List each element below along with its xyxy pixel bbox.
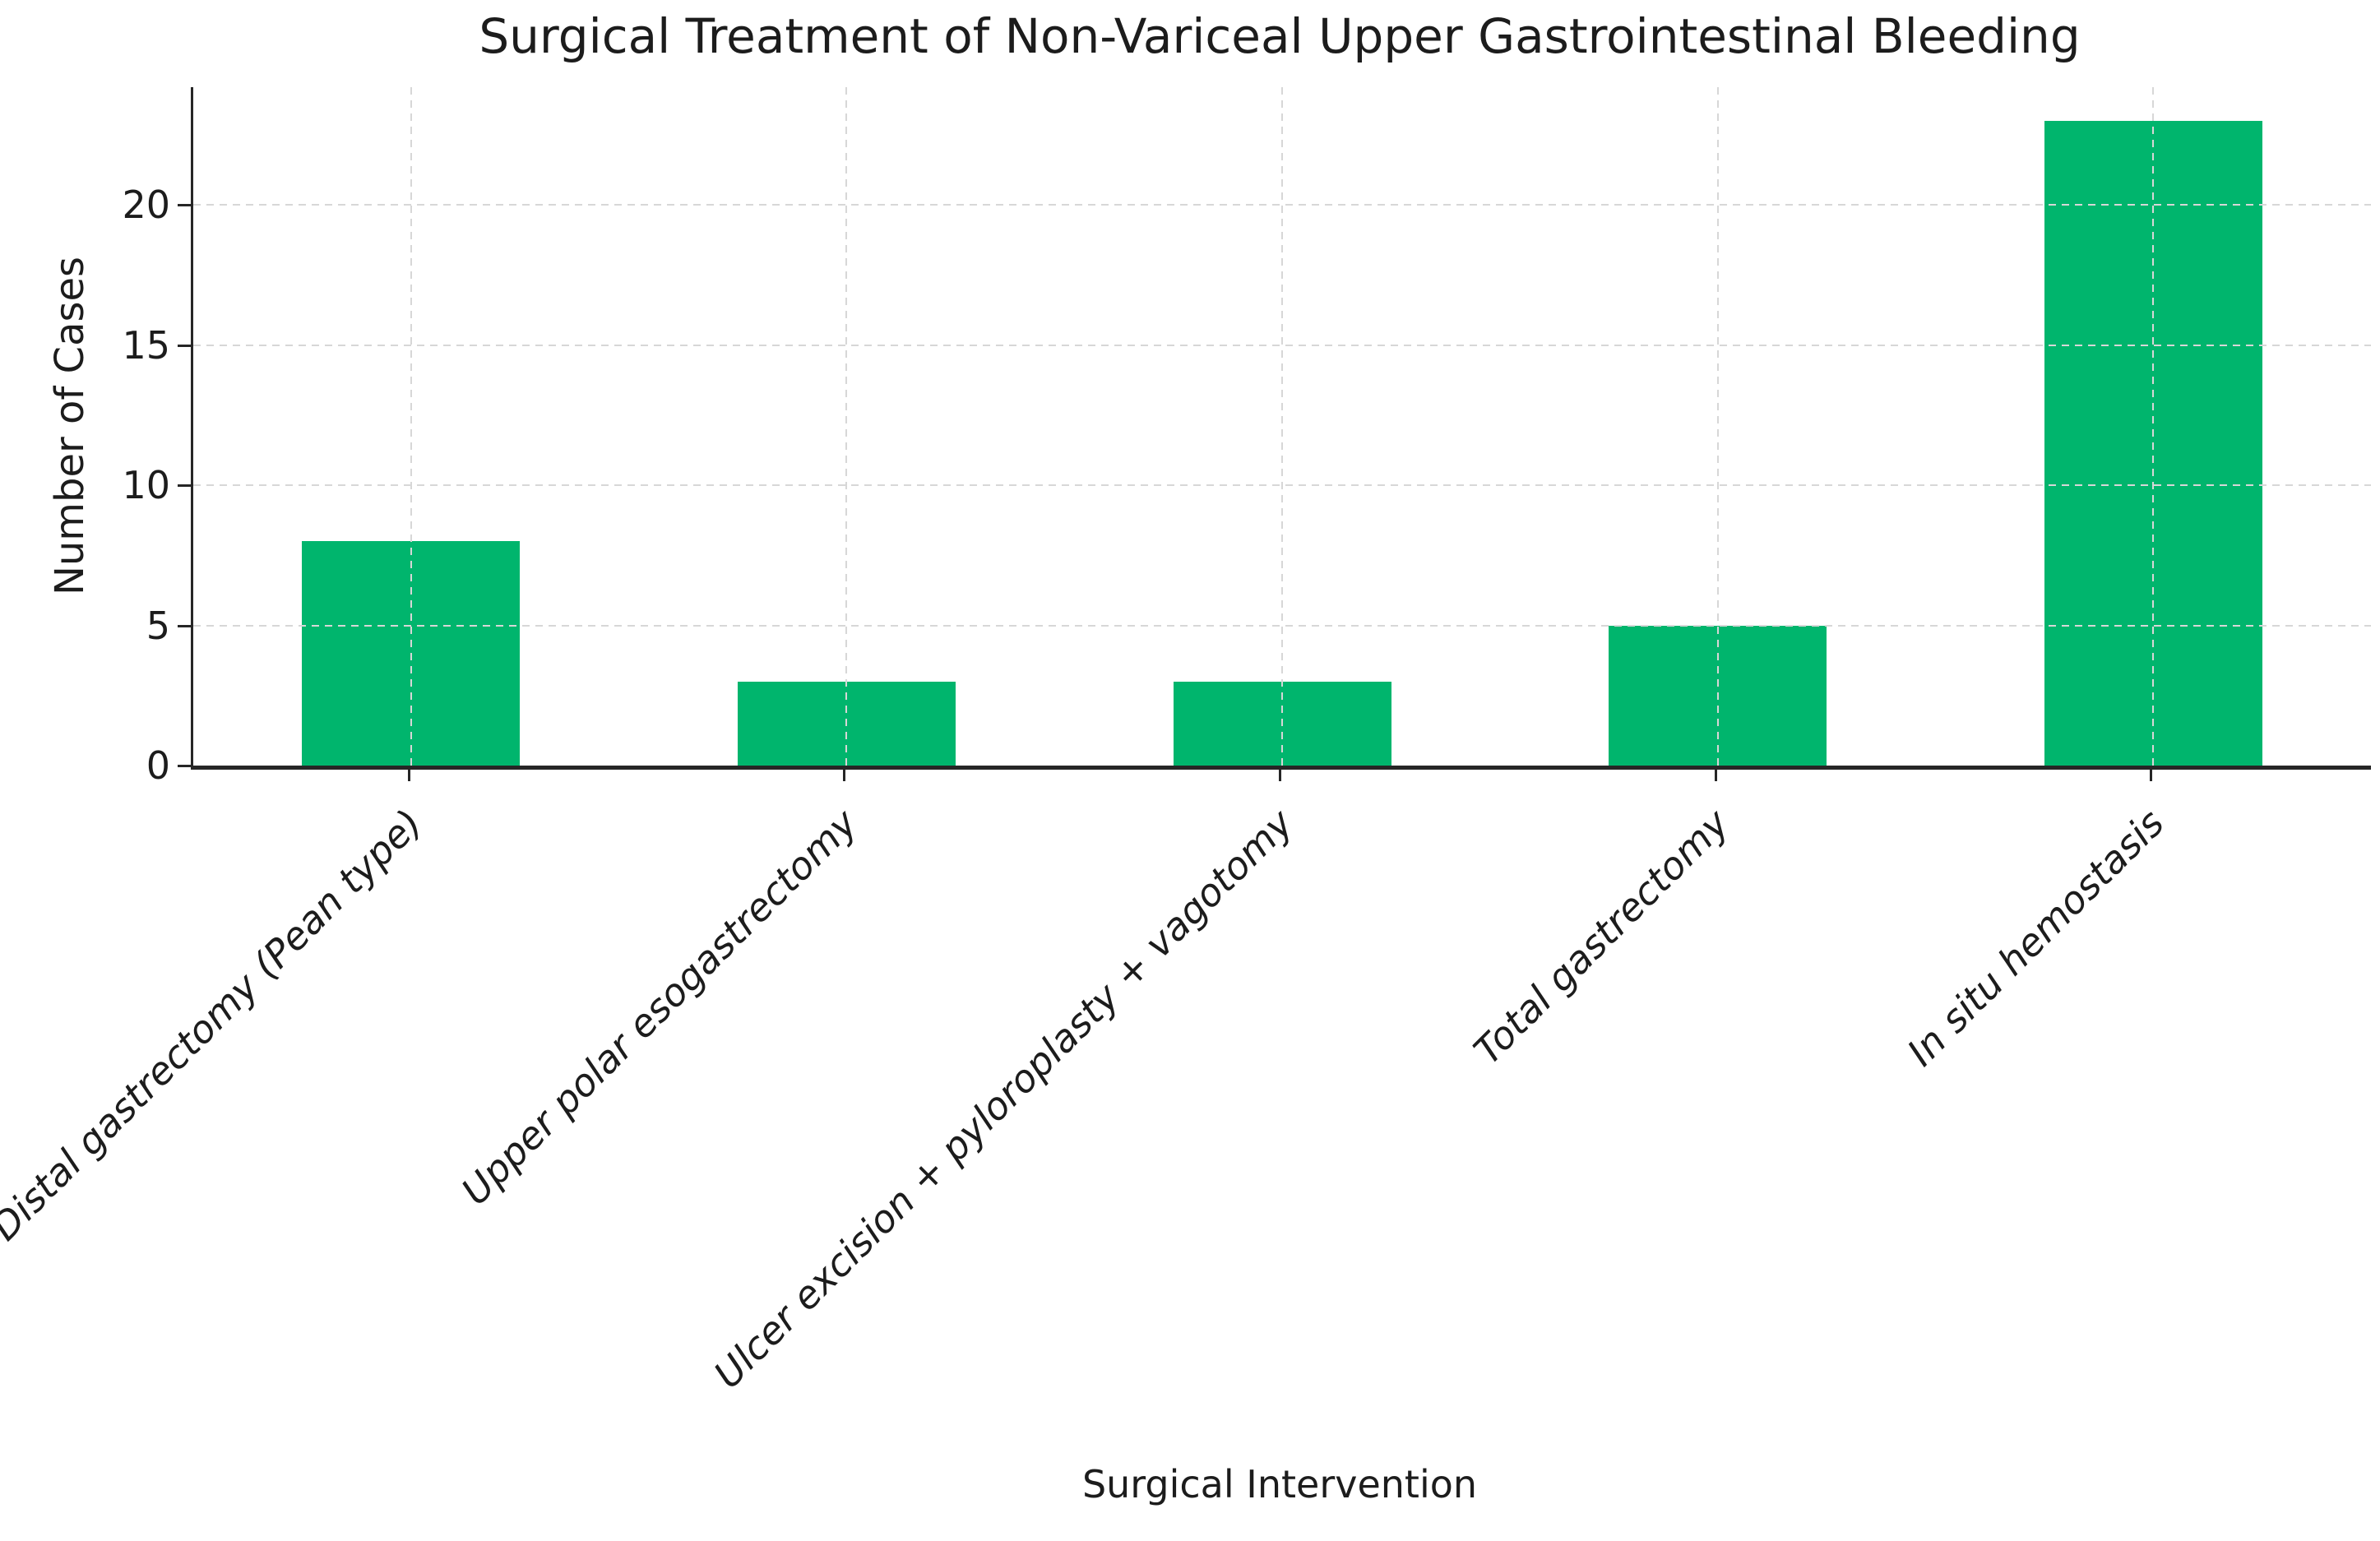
y-tick-label: 15 (122, 323, 170, 368)
x-axis-label: Surgical Intervention (1081, 1462, 1478, 1506)
v-gridline (1717, 87, 1719, 766)
v-gridline (1281, 87, 1283, 766)
v-gridline (410, 87, 412, 766)
y-tick (178, 204, 191, 206)
y-axis-label: Number of Cases (47, 256, 93, 596)
y-tick-label: 5 (146, 604, 170, 648)
x-tick-label: Ulcer excision + pyloroplasty + vagotomy (705, 800, 1302, 1397)
y-tick-label: 20 (122, 183, 170, 227)
chart-title: Surgical Treatment of Non-Variceal Upper… (479, 8, 2081, 64)
v-gridline (2152, 87, 2154, 766)
x-tick (408, 770, 410, 781)
x-tick (2150, 770, 2152, 781)
y-tick (178, 345, 191, 347)
x-tick-label: Total gastrectomy (1465, 800, 1738, 1073)
x-tick (1279, 770, 1281, 781)
x-tick-label: In situ hemostasis (1898, 800, 2173, 1075)
y-tick (178, 625, 191, 627)
x-tick (1715, 770, 1717, 781)
plot-area (191, 87, 2371, 770)
x-tick-label: Upper polar esogastrectomy (452, 800, 866, 1214)
y-tick-label: 10 (122, 463, 170, 507)
v-gridline (845, 87, 847, 766)
y-tick (178, 484, 191, 487)
y-tick (178, 765, 191, 767)
x-tick (843, 770, 845, 781)
y-tick-label: 0 (146, 743, 170, 788)
